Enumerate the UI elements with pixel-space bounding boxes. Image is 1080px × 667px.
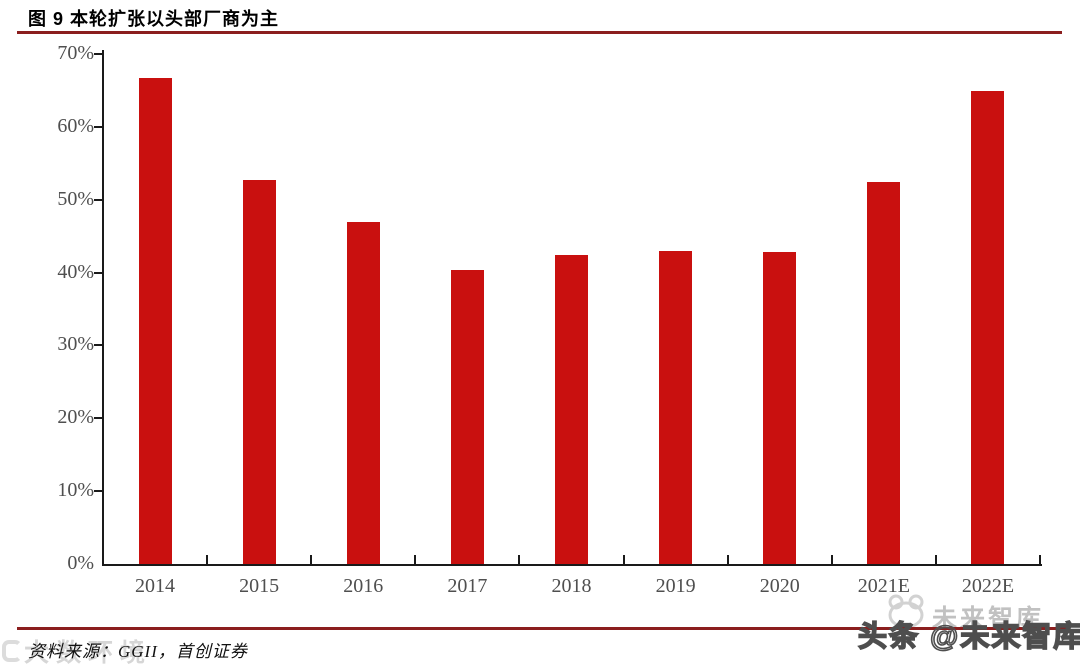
x-axis-tick (310, 555, 313, 564)
y-tick-label: 50% (57, 187, 94, 210)
x-axis-tick (518, 555, 521, 564)
y-axis-tick (94, 344, 103, 347)
bar-2021E (867, 182, 901, 564)
x-tick-label-2018: 2018 (551, 575, 592, 597)
x-tick-label-2014: 2014 (135, 575, 176, 597)
y-axis-tick (94, 271, 103, 274)
y-tick-label: 20% (57, 406, 94, 429)
x-tick-label-2015: 2015 (239, 575, 280, 597)
y-tick-label: 0% (67, 552, 94, 574)
bar-2018 (555, 255, 588, 564)
x-axis-tick (934, 555, 937, 564)
bar-2015 (242, 180, 276, 564)
y-axis-tick (94, 490, 103, 493)
y-axis-tick (94, 53, 103, 55)
bar-2020 (763, 252, 797, 564)
x-tick-label-2020: 2020 (759, 575, 800, 597)
bar-2022E (971, 91, 1005, 564)
x-tick-label-2016: 2016 (343, 575, 384, 597)
y-axis-tick (94, 417, 103, 420)
bar-2016 (346, 222, 380, 564)
x-axis-tick (830, 555, 833, 564)
x-axis-tick (622, 555, 625, 564)
y-tick-label: 30% (57, 333, 94, 356)
x-axis-line (102, 564, 1042, 566)
figure-title: 图 9 本轮扩张以头部厂商为主 (28, 9, 280, 29)
x-axis-tick (414, 555, 417, 564)
x-tick-label-2022E: 2022E (961, 575, 1015, 597)
footer-rule (17, 627, 1066, 630)
y-tick-label: 70% (57, 42, 94, 64)
corner-watermark-logo-icon (2, 640, 22, 662)
y-tick-label: 60% (57, 114, 94, 137)
bar-2014 (138, 78, 172, 564)
y-axis-tick (94, 125, 103, 128)
corner-watermark-text: 大数环境 (24, 639, 153, 667)
corner-watermark: 大数环境 (2, 633, 152, 667)
x-axis-tick (206, 555, 209, 564)
x-axis-tick (726, 555, 729, 564)
y-axis-line (102, 50, 104, 566)
y-axis-tick (94, 198, 103, 201)
toutiao-watermark-text: 头条 @未来智库 (857, 620, 1080, 654)
x-tick-label-2021E: 2021E (857, 575, 910, 597)
bar-2019 (659, 251, 693, 564)
data-source-text: 资料来源：GGII，首创证券 (28, 642, 248, 661)
x-tick-label-2017: 2017 (447, 575, 488, 597)
y-tick-label: 10% (57, 479, 94, 502)
x-axis-tick (1039, 555, 1041, 564)
bar-2017 (450, 270, 484, 564)
title-underline-rule (17, 31, 1062, 34)
y-tick-label: 40% (57, 260, 94, 283)
x-tick-label-2019: 2019 (655, 575, 696, 597)
